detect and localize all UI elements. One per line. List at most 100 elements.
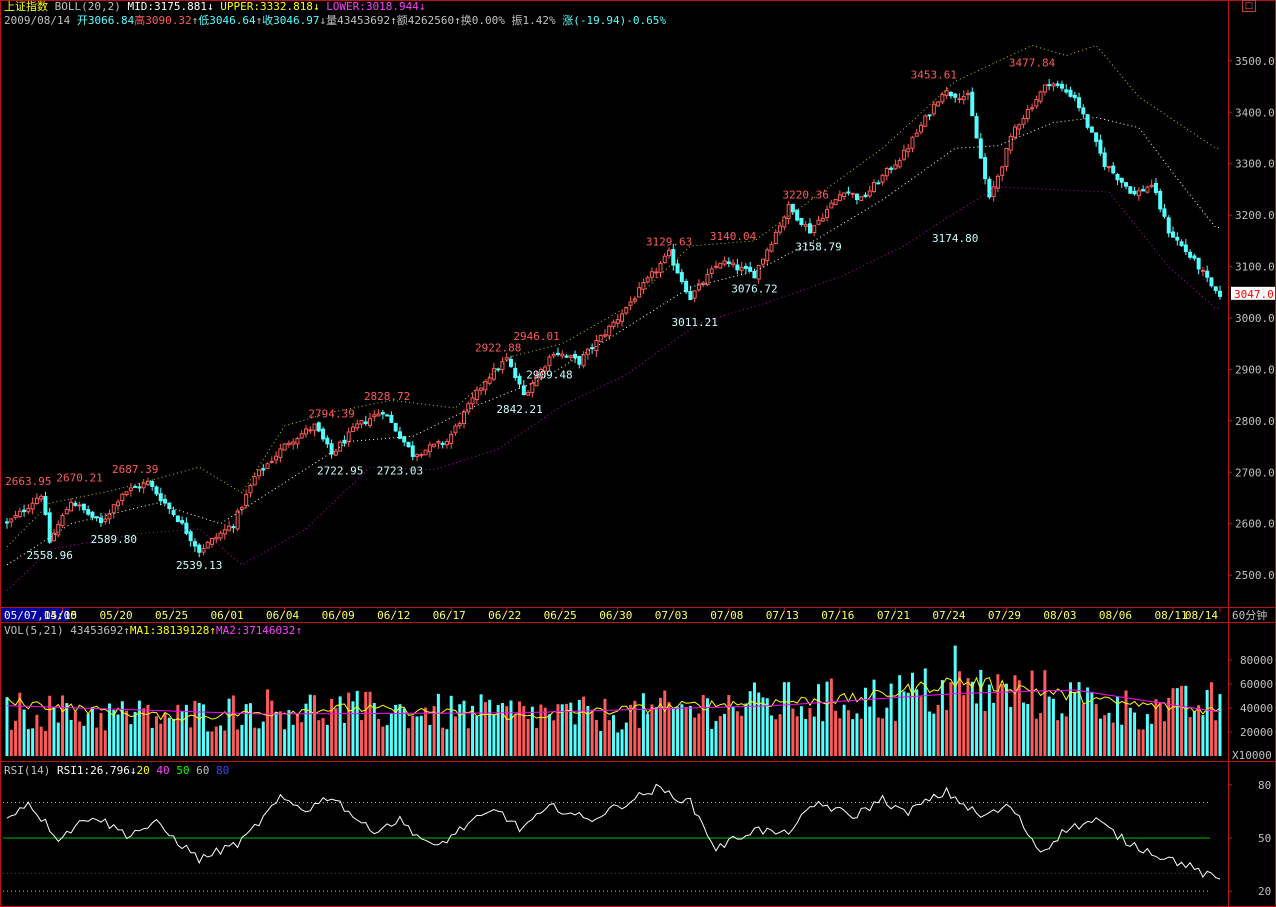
time-tick-label: 05/25 bbox=[155, 609, 188, 622]
volume-bar bbox=[1162, 721, 1166, 756]
boll-lower: LOWER:3018.944 bbox=[326, 0, 419, 13]
volume-bar bbox=[462, 700, 466, 756]
volume-bar bbox=[624, 722, 628, 756]
candle-body bbox=[1175, 236, 1180, 241]
candle-body bbox=[47, 512, 52, 543]
volume-bar bbox=[710, 728, 714, 756]
volume-bar bbox=[1145, 714, 1149, 756]
candle-body bbox=[69, 501, 74, 512]
volume-bar bbox=[35, 714, 39, 756]
volume-bar bbox=[223, 730, 227, 756]
volume-bar bbox=[176, 704, 180, 756]
candle-body bbox=[829, 202, 834, 209]
candle-body bbox=[936, 101, 941, 107]
candle-body bbox=[389, 414, 394, 423]
volume-bar bbox=[253, 727, 257, 756]
candle-body bbox=[116, 501, 121, 507]
candle-body bbox=[94, 516, 99, 519]
volume-bar bbox=[295, 713, 299, 756]
volume-bar bbox=[573, 724, 577, 756]
candle-body bbox=[748, 266, 753, 272]
candle-body bbox=[487, 377, 492, 384]
volume-bar bbox=[761, 697, 765, 756]
volume-bar bbox=[620, 729, 624, 756]
candle-body bbox=[991, 186, 996, 198]
volume-bar bbox=[240, 724, 244, 756]
candle-body bbox=[291, 441, 296, 445]
volume-bar bbox=[526, 718, 530, 756]
volume-bar bbox=[78, 721, 82, 756]
volume-bar bbox=[688, 705, 692, 756]
maximize-icon[interactable]: 口 bbox=[1242, 0, 1256, 12]
candle-body bbox=[1162, 208, 1167, 217]
candle-body bbox=[927, 114, 932, 117]
volume-bar bbox=[543, 707, 547, 756]
vol-ma2: MA2:37146032 bbox=[215, 624, 296, 637]
vol-tick-label: 60000 bbox=[1240, 678, 1273, 691]
rsi-line bbox=[6, 783, 1221, 880]
candle-body bbox=[628, 301, 633, 306]
candle-body bbox=[483, 380, 488, 391]
candle-body bbox=[1089, 126, 1094, 133]
candle-body bbox=[368, 418, 373, 426]
candle-body bbox=[833, 198, 838, 206]
volume-bar bbox=[714, 721, 718, 756]
candle-body bbox=[1012, 126, 1017, 138]
bar-date: 2009/08/14 bbox=[4, 14, 71, 27]
volume-bar bbox=[334, 708, 338, 756]
high-price-label: 2946.01 bbox=[513, 330, 559, 343]
candle-body bbox=[406, 441, 411, 448]
candle-body bbox=[13, 514, 18, 519]
volume-bar bbox=[441, 727, 445, 756]
candle-body bbox=[944, 90, 949, 96]
volume-bar bbox=[791, 708, 795, 756]
candle-body bbox=[1179, 241, 1184, 247]
time-tick-label: 08/06 bbox=[1099, 609, 1132, 622]
candle-body bbox=[692, 290, 697, 299]
volume-bar bbox=[1086, 687, 1090, 756]
volume-bar bbox=[313, 695, 317, 756]
vol-label: VOL(5,21) bbox=[4, 624, 64, 637]
volume-bar bbox=[304, 703, 308, 756]
volume-bar bbox=[539, 704, 543, 756]
time-tick-label: 06/12 bbox=[377, 609, 410, 622]
candle-body bbox=[397, 431, 402, 439]
candle-body bbox=[5, 521, 9, 524]
volume-bar bbox=[317, 720, 321, 756]
candle-body bbox=[415, 454, 420, 458]
volume-bar bbox=[902, 691, 906, 756]
candle-body bbox=[1094, 132, 1099, 143]
candle-body bbox=[987, 178, 992, 198]
candle-body bbox=[312, 423, 317, 431]
time-tick-label: 08/11 bbox=[1154, 609, 1187, 622]
volume-bar bbox=[829, 678, 833, 756]
candle-body bbox=[1132, 190, 1137, 195]
candle-body bbox=[252, 476, 257, 486]
candle-body bbox=[1196, 257, 1201, 270]
low-price-label: 2558.96 bbox=[27, 549, 73, 562]
candle-body bbox=[961, 96, 966, 101]
volume-bar bbox=[402, 708, 406, 756]
volume-bar bbox=[1128, 707, 1132, 756]
volume-bar bbox=[966, 678, 970, 756]
price-tick-label: 3100.0 bbox=[1235, 261, 1275, 274]
volume-bar bbox=[1107, 712, 1111, 756]
candle-body bbox=[423, 449, 428, 456]
candle-body bbox=[86, 509, 91, 515]
volume-bar bbox=[283, 729, 287, 756]
price-tick-label: 3300.0 bbox=[1235, 158, 1275, 171]
candle-body bbox=[239, 507, 244, 510]
candle-body bbox=[1136, 190, 1141, 197]
candle-body bbox=[880, 174, 885, 183]
volume-bar bbox=[1124, 690, 1128, 756]
candle-body bbox=[782, 216, 787, 228]
rsi-header: RSI(14) RSI1:26.796↓20 40 50 60 80 bbox=[4, 764, 229, 777]
candle-body bbox=[39, 495, 44, 500]
candle-body bbox=[654, 271, 659, 274]
volume-bar bbox=[1073, 691, 1077, 756]
candle-body bbox=[504, 357, 509, 361]
time-tick-label: 07/08 bbox=[710, 609, 743, 622]
candle-body bbox=[957, 98, 962, 101]
candle-body bbox=[1038, 91, 1043, 102]
